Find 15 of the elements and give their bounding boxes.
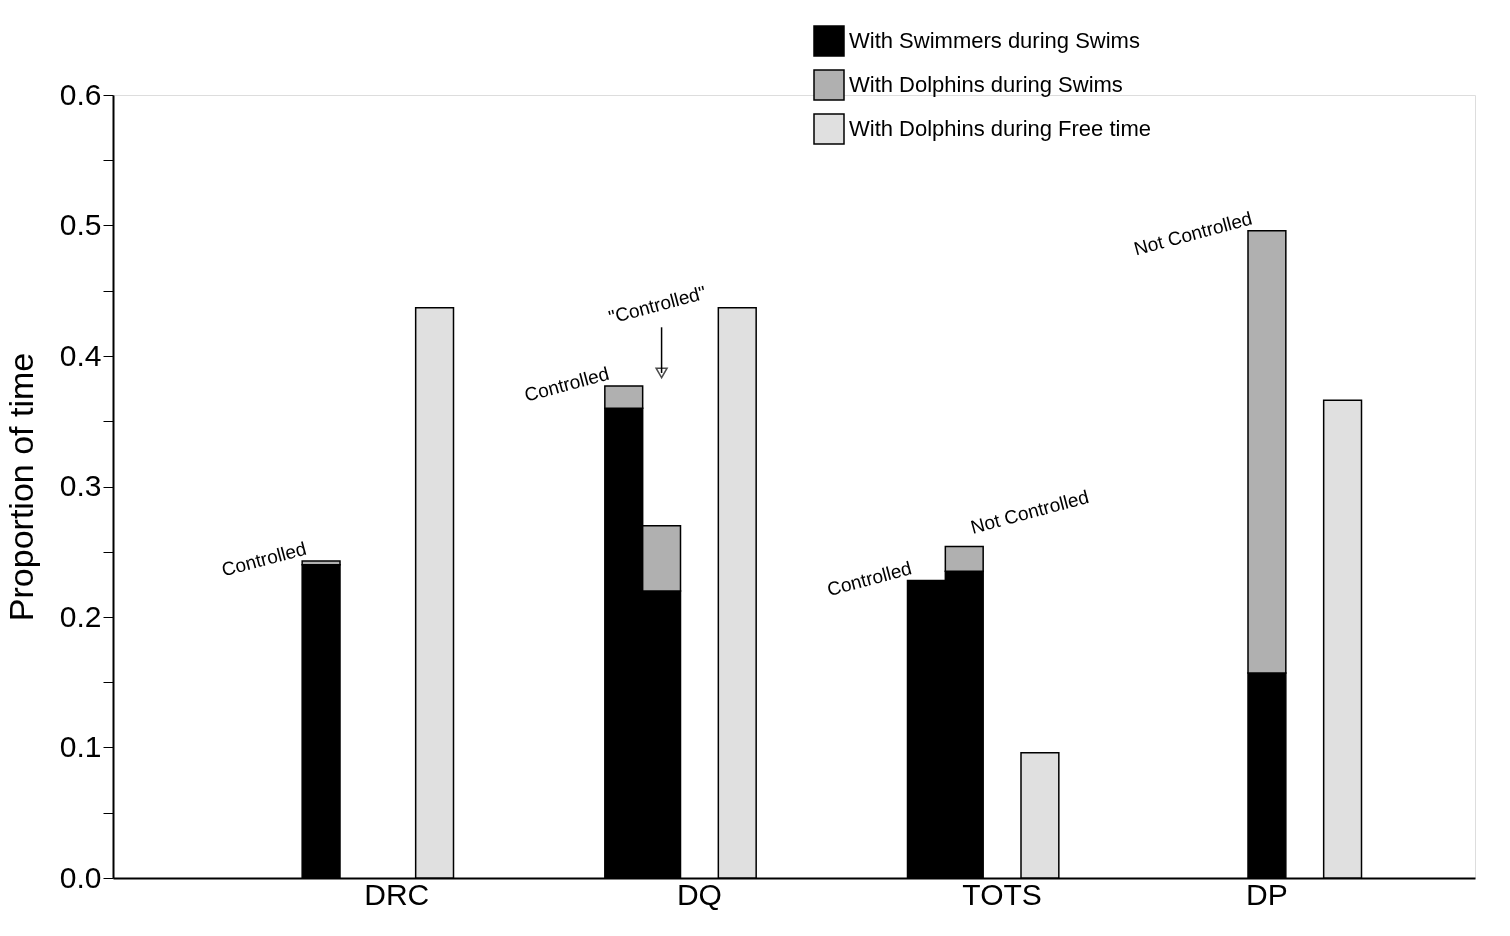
y-tick-label: 0.0 bbox=[59, 860, 102, 894]
y-tick-label: 0.4 bbox=[59, 338, 102, 372]
x-tick-label: TOTS bbox=[962, 877, 1042, 911]
y-tick-label: 0.2 bbox=[59, 599, 102, 633]
y-tick-label: 0.5 bbox=[59, 208, 102, 241]
legend-label: With Dolphins during Swims bbox=[849, 72, 1123, 97]
legend-label: With Swimmers during Swims bbox=[849, 28, 1140, 53]
y-axis-title: Proportion of time bbox=[1, 352, 40, 622]
x-tick-label: DP bbox=[1246, 877, 1288, 911]
x-tick-label: DQ bbox=[676, 877, 722, 911]
x-tick-label: DRC bbox=[364, 877, 430, 911]
legend-label: With Dolphins during Free time bbox=[849, 116, 1152, 141]
y-tick-label: 0.1 bbox=[59, 730, 102, 763]
y-tick-label: 0.6 bbox=[59, 77, 102, 111]
y-tick-label: 0.3 bbox=[59, 469, 102, 502]
